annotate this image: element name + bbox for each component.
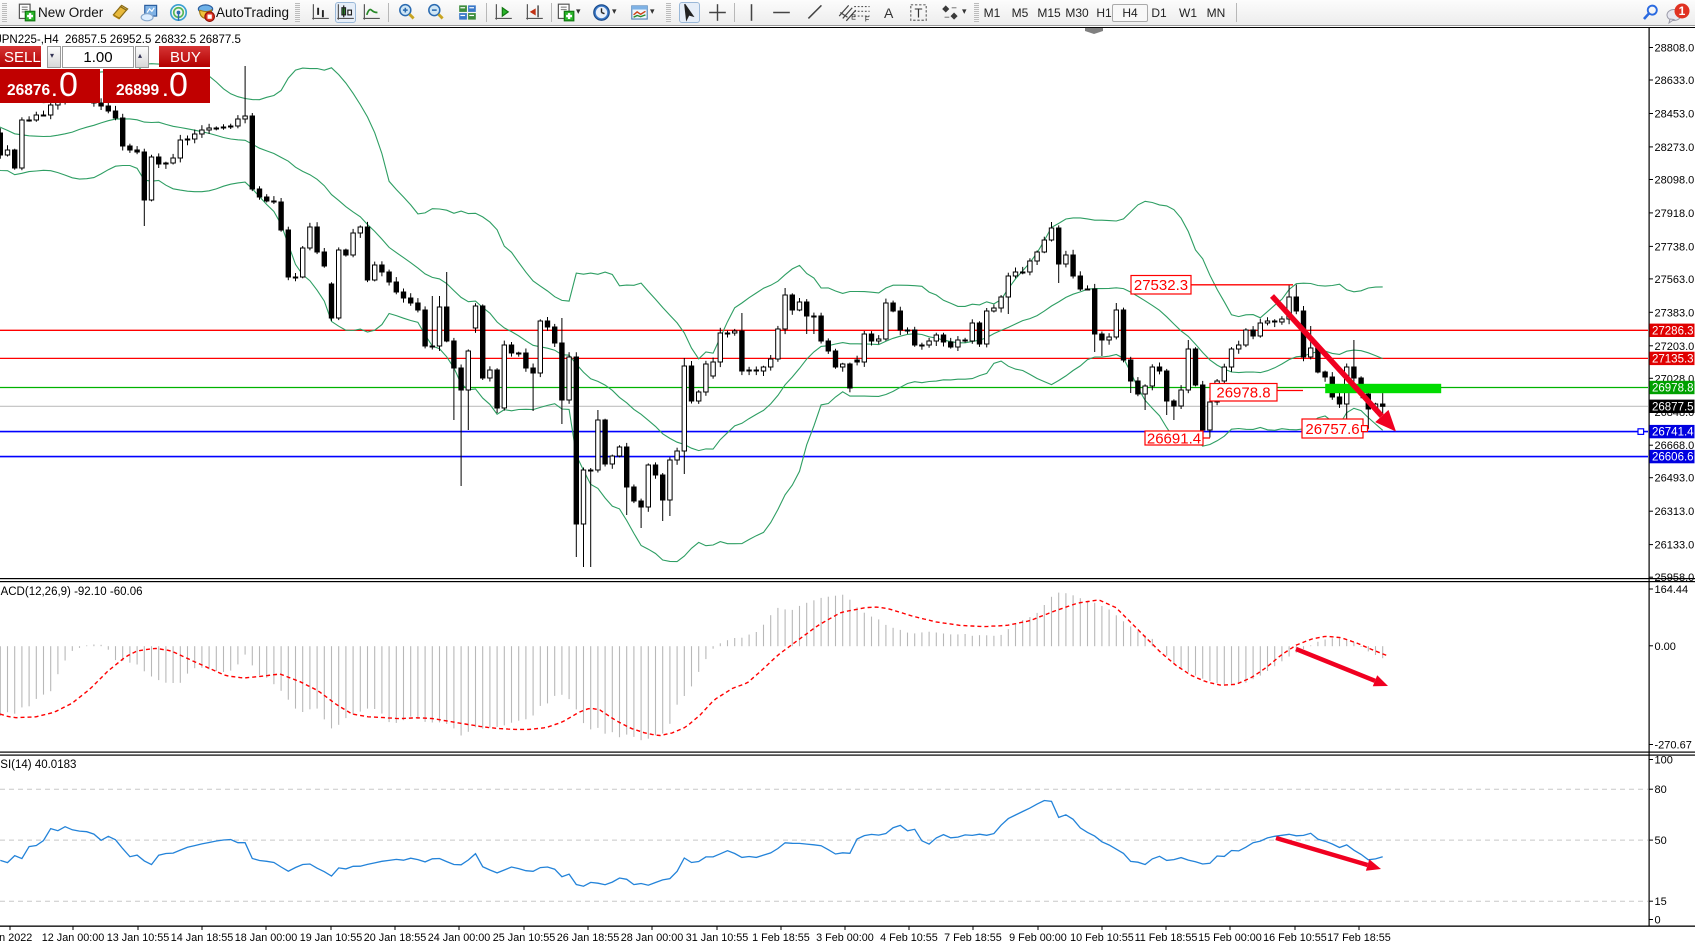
svg-text:0.00: 0.00: [1655, 641, 1676, 653]
svg-text:Jan 2022: Jan 2022: [0, 932, 32, 944]
svg-text:25 Jan 10:55: 25 Jan 10:55: [493, 932, 555, 944]
svg-text:28453.0: 28453.0: [1655, 109, 1695, 121]
svg-text:JPN225-,H4 26857.5 26952.5 26: JPN225-,H4 26857.5 26952.5 26832.5 26877…: [0, 34, 241, 46]
svg-text:13 Jan 10:55: 13 Jan 10:55: [107, 932, 169, 944]
svg-text:26757.6: 26757.6: [1305, 421, 1359, 438]
svg-text:28808.0: 28808.0: [1655, 43, 1695, 55]
svg-text:26 Jan 18:55: 26 Jan 18:55: [557, 932, 619, 944]
svg-text:80: 80: [1655, 784, 1667, 796]
svg-text:1: 1: [1679, 4, 1686, 18]
svg-text:26493.0: 26493.0: [1655, 473, 1695, 485]
svg-text:50: 50: [1655, 835, 1667, 847]
svg-text:11 Feb 18:55: 11 Feb 18:55: [1135, 932, 1198, 944]
svg-text:31 Jan 10:55: 31 Jan 10:55: [686, 932, 748, 944]
svg-text:27383.0: 27383.0: [1655, 307, 1695, 319]
svg-text:19 Jan 10:55: 19 Jan 10:55: [300, 932, 362, 944]
svg-text:25958.0: 25958.0: [1655, 572, 1695, 584]
svg-text:164.44: 164.44: [1655, 584, 1689, 596]
svg-text:27203.0: 27203.0: [1655, 341, 1695, 353]
svg-text:27918.0: 27918.0: [1655, 208, 1695, 220]
svg-text:26877.5: 26877.5: [1652, 401, 1694, 413]
svg-text:3 Feb 00:00: 3 Feb 00:00: [816, 932, 874, 944]
svg-text:26741.4: 26741.4: [1652, 427, 1694, 439]
svg-text:17 Feb 18:55: 17 Feb 18:55: [1327, 932, 1391, 944]
svg-text:26606.6: 26606.6: [1652, 452, 1694, 464]
svg-text:27738.0: 27738.0: [1655, 241, 1695, 253]
svg-text:28273.0: 28273.0: [1655, 142, 1695, 154]
svg-text:15: 15: [1655, 896, 1667, 908]
svg-text:1 Feb 18:55: 1 Feb 18:55: [752, 932, 810, 944]
svg-text:E: E: [851, 14, 856, 22]
svg-text:RSI(14) 40.0183: RSI(14) 40.0183: [0, 759, 76, 771]
svg-text:26978.8: 26978.8: [1652, 383, 1694, 395]
svg-text:MACD(12,26,9) -92.10 -60.06: MACD(12,26,9) -92.10 -60.06: [0, 586, 143, 598]
svg-text:24 Jan 00:00: 24 Jan 00:00: [428, 932, 490, 944]
svg-text:12 Jan 00:00: 12 Jan 00:00: [42, 932, 104, 944]
svg-text:26691.4: 26691.4: [1147, 430, 1201, 447]
svg-text:F: F: [865, 15, 870, 22]
svg-text:7 Feb 18:55: 7 Feb 18:55: [944, 932, 1002, 944]
svg-text:26313.0: 26313.0: [1655, 506, 1695, 518]
svg-text:-270.67: -270.67: [1655, 740, 1692, 752]
svg-text:26133.0: 26133.0: [1655, 540, 1695, 552]
svg-text:10 Feb 10:55: 10 Feb 10:55: [1070, 932, 1134, 944]
svg-text:28098.0: 28098.0: [1655, 175, 1695, 187]
svg-text:14 Jan 18:55: 14 Jan 18:55: [171, 932, 233, 944]
svg-text:20 Jan 18:55: 20 Jan 18:55: [364, 932, 426, 944]
svg-text:4 Feb 10:55: 4 Feb 10:55: [880, 932, 938, 944]
svg-text:T: T: [914, 5, 922, 20]
svg-text:15 Feb 00:00: 15 Feb 00:00: [1198, 932, 1262, 944]
svg-text:28633.0: 28633.0: [1655, 75, 1695, 87]
svg-text:26978.8: 26978.8: [1216, 385, 1270, 402]
svg-text:18 Jan 00:00: 18 Jan 00:00: [235, 932, 297, 944]
svg-text:26668.0: 26668.0: [1655, 440, 1695, 452]
svg-text:9 Feb 00:00: 9 Feb 00:00: [1009, 932, 1067, 944]
svg-text:27135.3: 27135.3: [1652, 353, 1694, 365]
svg-text:0: 0: [1655, 915, 1661, 927]
svg-text:27286.3: 27286.3: [1652, 325, 1694, 337]
svg-text:27563.0: 27563.0: [1655, 274, 1695, 286]
svg-text:27532.3: 27532.3: [1134, 277, 1188, 294]
svg-text:100: 100: [1655, 755, 1673, 767]
svg-text:16 Feb 10:55: 16 Feb 10:55: [1263, 932, 1327, 944]
svg-text:28 Jan 00:00: 28 Jan 00:00: [621, 932, 683, 944]
